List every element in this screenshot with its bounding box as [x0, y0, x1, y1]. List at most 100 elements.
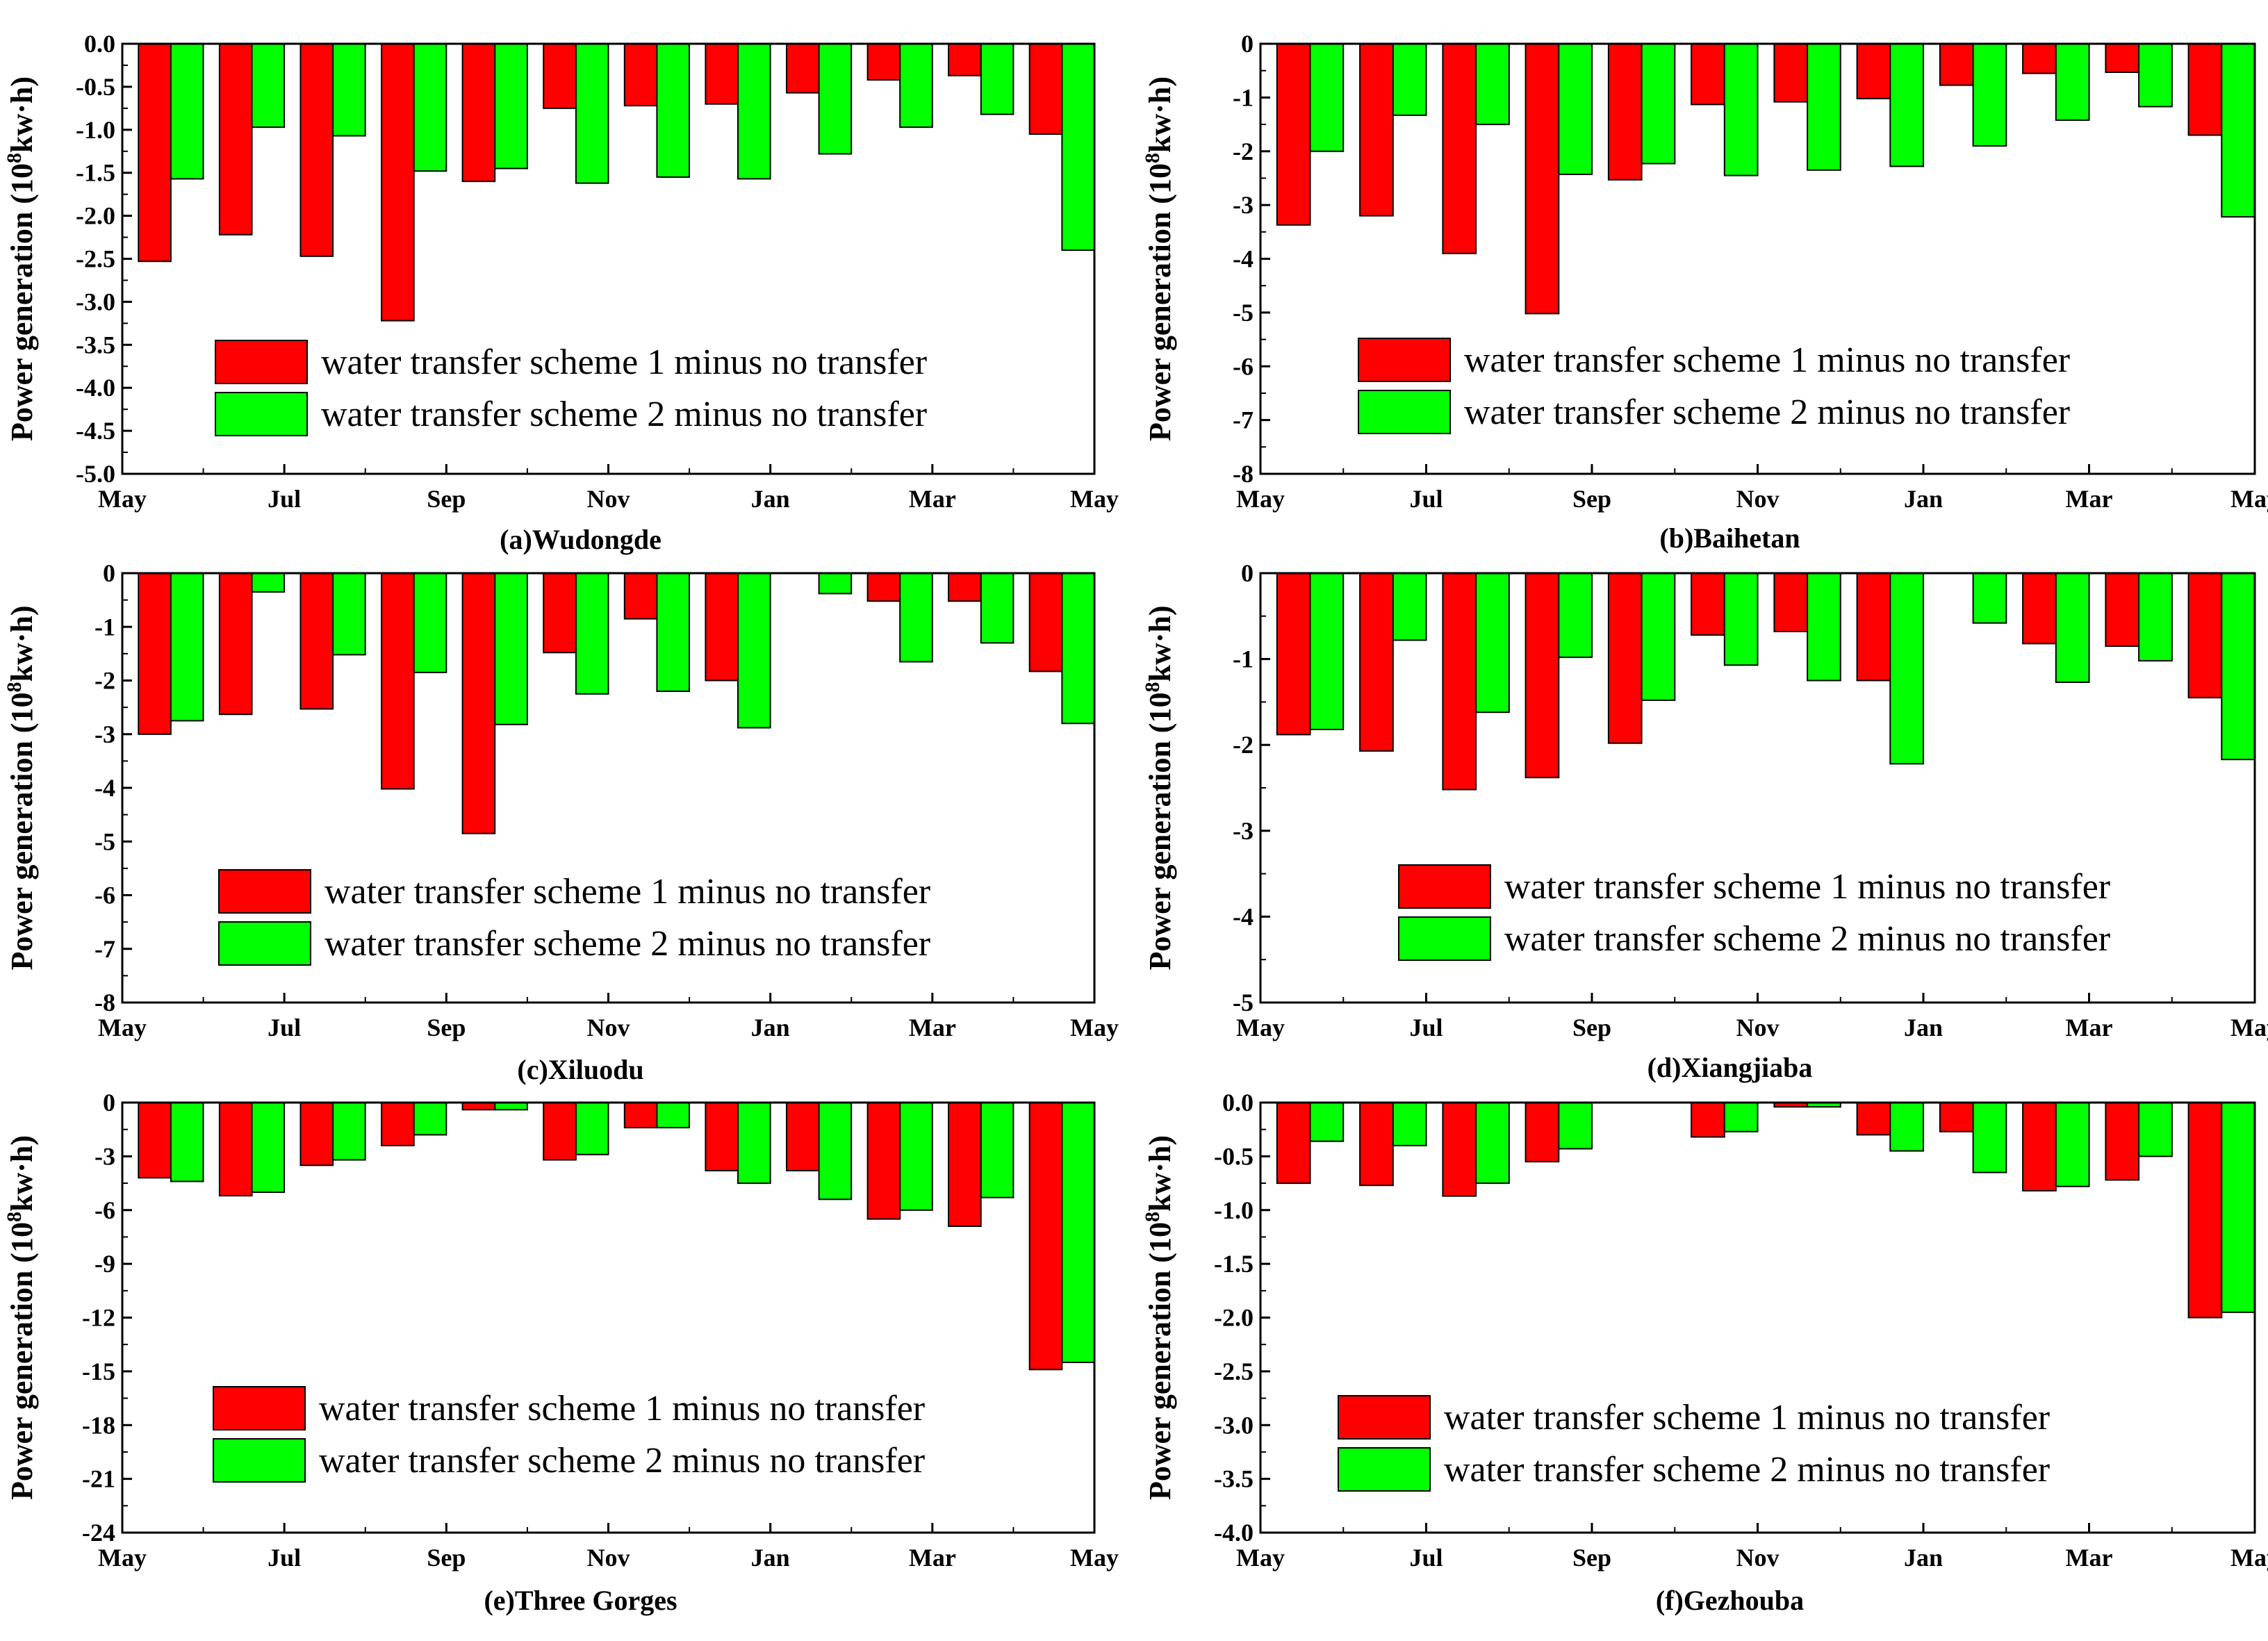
x-tick-label: Nov — [1736, 1014, 1780, 1041]
x-tick-label: Jul — [1409, 485, 1443, 513]
bar-scheme2-may — [2221, 572, 2256, 761]
y-tick-label: -7 — [1233, 406, 1254, 434]
bar-scheme2-jun — [1309, 572, 1345, 730]
x-tick-label: Nov — [587, 1014, 630, 1041]
y-axis-label: Power generation (108kw·h) — [3, 76, 40, 441]
legend: water transfer scheme 1 minus no transfe… — [1398, 864, 2110, 961]
legend-label-scheme2: water transfer scheme 2 minus no transfe… — [321, 395, 927, 434]
y-tick-label: -24 — [82, 1519, 115, 1547]
bar-scheme2-jul — [251, 43, 286, 129]
bar-scheme2-feb — [1972, 43, 2007, 147]
y-tick-label: -4 — [1233, 245, 1254, 273]
legend-swatch-scheme1 — [1338, 1395, 1431, 1440]
y-tick-label: -15 — [82, 1358, 115, 1385]
bar-scheme2-aug — [1475, 1102, 1510, 1185]
legend-label-scheme1: water transfer scheme 1 minus no transfe… — [1444, 1398, 2050, 1437]
legend: water transfer scheme 1 minus no transfe… — [1338, 1395, 2050, 1492]
x-tick-label: Sep — [1572, 1544, 1611, 1572]
y-tick-label: -3 — [1233, 817, 1254, 845]
bar-scheme2-sep — [413, 572, 447, 673]
bar-scheme2-oct — [494, 1102, 528, 1111]
legend-swatch-scheme1 — [218, 869, 311, 914]
x-tick-label: Jul — [268, 1014, 301, 1041]
bar-scheme2-may — [2221, 1102, 2256, 1313]
bar-scheme2-jun — [170, 572, 204, 722]
bar-scheme2-apr — [980, 572, 1014, 644]
bar-scheme1-may — [2187, 43, 2223, 136]
bar-scheme1-jun — [1276, 572, 1311, 736]
bar-scheme2-jun — [170, 1102, 204, 1182]
x-tick-label: May — [98, 1544, 147, 1572]
y-tick-label: 0 — [103, 559, 115, 587]
panel-caption: (e)Three Gorges — [484, 1585, 677, 1616]
x-tick-label: Sep — [427, 1544, 466, 1572]
y-tick-label: -2.0 — [76, 202, 115, 230]
legend-swatch-scheme2 — [1338, 1447, 1431, 1492]
bar-scheme2-sep — [413, 43, 447, 172]
bar-scheme1-nov — [543, 43, 577, 109]
legend-swatch-scheme2 — [1358, 390, 1451, 434]
bar-scheme2-mar — [899, 572, 933, 663]
bar-scheme2-jul — [1392, 572, 1427, 641]
panel-caption: (f)Gezhouba — [1656, 1585, 1804, 1616]
y-tick-label: 0.0 — [84, 30, 115, 58]
x-tick-label: Jan — [1904, 1544, 1943, 1572]
bar-scheme1-nov — [1691, 572, 1725, 636]
bar-scheme2-oct — [1641, 43, 1676, 165]
bar-scheme1-jan — [1856, 43, 1891, 99]
x-tick-label: May — [2230, 1014, 2268, 1041]
bar-scheme2-may — [1061, 572, 1096, 725]
bar-scheme2-dec — [1807, 572, 1841, 682]
bar-scheme1-oct — [461, 572, 496, 834]
x-tick-label: Mar — [2066, 1014, 2113, 1041]
y-tick-label: -4.5 — [76, 417, 115, 445]
bar-scheme2-jun — [1309, 43, 1345, 152]
legend: water transfer scheme 1 minus no transfe… — [213, 1386, 925, 1483]
y-tick-label: -12 — [82, 1304, 115, 1332]
y-axis-label: Power generation (108kw·h) — [3, 1135, 40, 1500]
y-tick-label: -7 — [94, 935, 115, 963]
y-tick-label: -8 — [1233, 460, 1254, 488]
bar-scheme1-dec — [1773, 572, 1809, 632]
x-tick-label: May — [2230, 485, 2268, 513]
bar-scheme1-apr — [2105, 1102, 2140, 1181]
bar-scheme1-apr — [948, 43, 982, 76]
bar-scheme1-sep — [381, 43, 415, 322]
legend-swatch-scheme1 — [215, 340, 308, 384]
y-tick-label: -3 — [94, 1142, 115, 1170]
x-tick-label: May — [1236, 485, 1285, 513]
bar-scheme1-jan — [705, 572, 739, 682]
x-tick-label: Mar — [2066, 485, 2113, 513]
bar-scheme1-jul — [1359, 572, 1394, 752]
bar-scheme2-aug — [1475, 572, 1510, 714]
bar-scheme2-jul — [1392, 1102, 1427, 1146]
y-tick-label: -2.5 — [76, 245, 115, 273]
bar-scheme1-may — [1028, 43, 1063, 135]
bar-scheme1-dec — [623, 43, 658, 107]
bar-scheme1-oct — [1607, 43, 1643, 181]
bar-scheme1-may — [1028, 1102, 1063, 1371]
bar-scheme2-jan — [737, 43, 771, 180]
y-tick-label: -0.5 — [76, 73, 115, 101]
y-tick-label: -1 — [1233, 83, 1254, 111]
chart-panel-2: 0-1-2-3-4-5-6-7-8MayJulSepNovJanMarMayPo… — [1141, 30, 2268, 554]
bar-scheme2-jan — [737, 572, 771, 729]
bar-scheme1-aug — [299, 43, 334, 257]
bar-scheme2-feb — [1972, 572, 2007, 624]
y-tick-label: -1 — [1233, 645, 1254, 673]
x-tick-label: Mar — [909, 1544, 956, 1572]
bar-scheme2-aug — [332, 43, 366, 137]
y-tick-label: -0.5 — [1214, 1142, 1254, 1170]
y-tick-label: 0 — [1241, 559, 1254, 587]
bar-scheme2-oct — [494, 572, 528, 725]
bar-scheme1-apr — [2105, 43, 2140, 73]
x-tick-label: Jul — [268, 1544, 301, 1572]
legend-swatch-scheme1 — [213, 1386, 306, 1430]
bar-scheme2-may — [1061, 43, 1096, 251]
legend: water transfer scheme 1 minus no transfe… — [1358, 338, 2070, 434]
bar-scheme2-dec — [656, 1102, 691, 1129]
y-tick-label: -9 — [94, 1250, 115, 1278]
bar-scheme1-aug — [299, 572, 334, 710]
y-tick-label: -2 — [94, 667, 115, 695]
bar-scheme1-sep — [381, 572, 415, 790]
